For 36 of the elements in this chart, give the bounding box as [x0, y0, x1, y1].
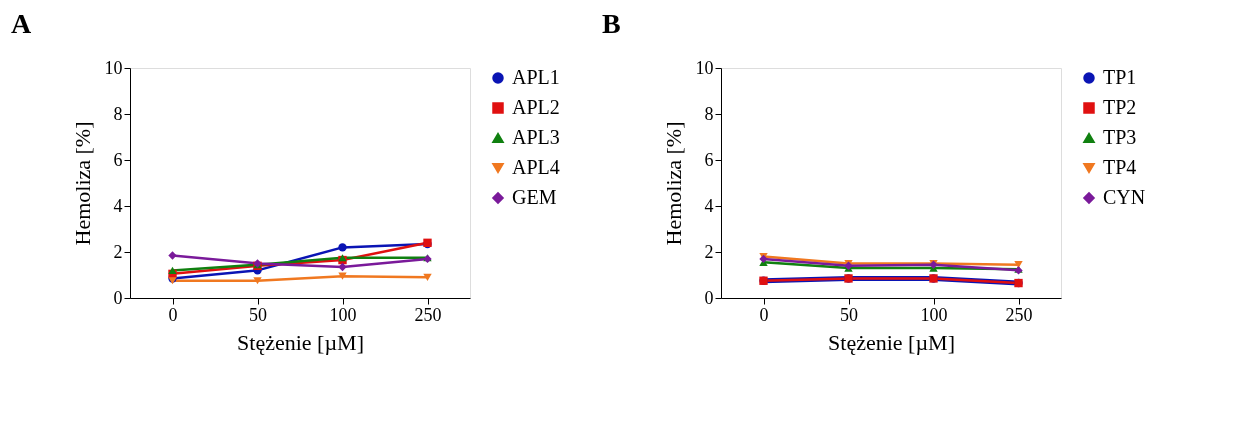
y-tick-label: 2: [704, 241, 714, 262]
x-tick-label: 250: [414, 304, 442, 325]
legend-label: TP3: [1103, 126, 1137, 148]
legend-label: CYN: [1103, 186, 1146, 208]
y-tick-label: 6: [704, 149, 714, 170]
y-tick-label: 4: [113, 195, 123, 216]
y-axis-title: Hemoliza [%]: [69, 121, 95, 246]
y-tick-label: 6: [113, 149, 123, 170]
x-tick-label: 50: [249, 304, 267, 325]
legend-label: APL1: [512, 66, 560, 88]
y-tick-label: 8: [113, 103, 123, 124]
y-axis-title: Hemoliza [%]: [660, 121, 686, 246]
x-tick-label: 0: [759, 304, 769, 325]
x-axis-title: Stężenie [µM]: [828, 329, 955, 355]
y-tick-label: 0: [113, 287, 123, 308]
x-tick-label: 50: [840, 304, 858, 325]
chart-title: A: [11, 8, 32, 39]
legend-label: APL3: [512, 126, 560, 148]
x-tick-label: 100: [329, 304, 357, 325]
legend-label: TP4: [1103, 156, 1137, 178]
y-tick-label: 10: [104, 57, 123, 78]
legend-label: APL4: [512, 156, 560, 178]
legend-label: APL2: [512, 96, 560, 118]
x-tick-label: 250: [1005, 304, 1033, 325]
y-tick-label: 10: [695, 57, 714, 78]
legend-label: GEM: [512, 186, 557, 208]
x-tick-label: 0: [168, 304, 178, 325]
x-tick-label: 100: [920, 304, 948, 325]
y-tick-label: 4: [704, 195, 714, 216]
legend-label: TP1: [1103, 66, 1137, 88]
y-tick-label: 8: [704, 103, 714, 124]
x-axis-title: Stężenie [µM]: [237, 329, 364, 355]
y-tick-label: 0: [704, 287, 714, 308]
y-tick-label: 2: [113, 241, 123, 262]
legend-label: TP2: [1103, 96, 1137, 118]
chart-title: B: [602, 8, 621, 39]
